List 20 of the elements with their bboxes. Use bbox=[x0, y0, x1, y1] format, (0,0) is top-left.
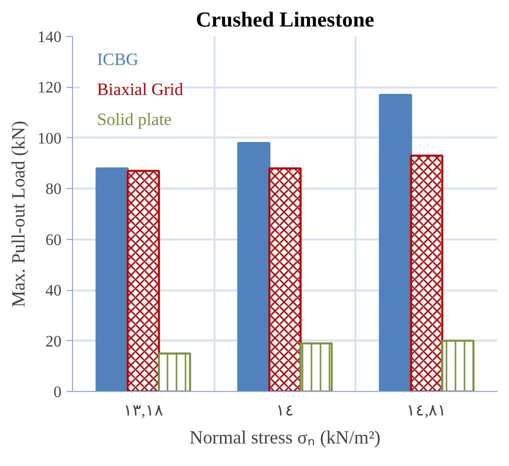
y-tick-label: 20 bbox=[46, 333, 62, 350]
chart-title: Crushed Limestone bbox=[196, 8, 374, 32]
y-tick-label: 120 bbox=[38, 80, 62, 97]
text: Biaxial Grid bbox=[97, 80, 184, 100]
text: Solid plate bbox=[97, 110, 172, 130]
bar bbox=[96, 167, 129, 392]
y-tick-label: 0 bbox=[54, 384, 62, 401]
y-tick-label: 80 bbox=[46, 181, 62, 198]
bar bbox=[237, 142, 270, 392]
y-tick-label: 40 bbox=[46, 282, 62, 300]
y-tick-label: 60 bbox=[46, 232, 62, 249]
text: ICBG bbox=[97, 50, 138, 70]
y-axis-title: Max. Pull-out Load (kN) bbox=[8, 120, 30, 308]
y-tick-label: 100 bbox=[38, 130, 62, 148]
x-tick-label: ١٣,١٨ bbox=[123, 402, 164, 420]
x-axis-title: Normal stress σₙ (kN/m²) bbox=[189, 428, 381, 448]
y-tick-label: 140 bbox=[38, 29, 62, 46]
x-tick-label: ١٤ bbox=[276, 402, 294, 420]
x-tick-label: ١٤,٨١ bbox=[406, 402, 447, 420]
bar bbox=[378, 94, 412, 392]
